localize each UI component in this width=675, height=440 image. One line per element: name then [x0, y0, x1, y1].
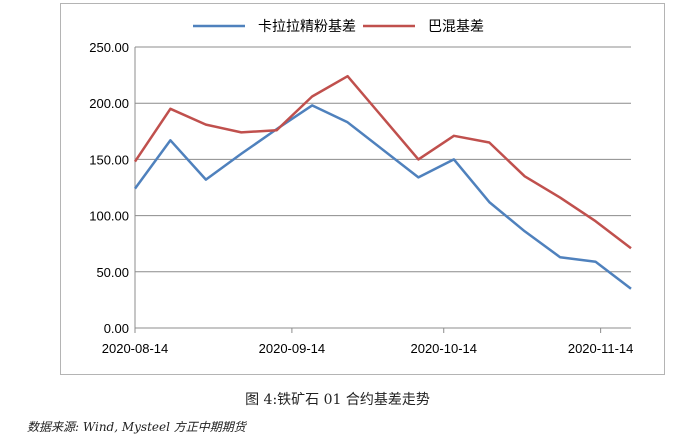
line-chart: 0.00 50.00 100.00 150.00 200.00 250.00 2020-08…: [89, 18, 634, 356]
chart-frame: 0.00 50.00 100.00 150.00 200.00 250.00 2020-08…: [60, 3, 665, 375]
data-source-note: 数据来源: Wind, Mysteel 方正中期期货: [27, 420, 246, 434]
x-tick-label: 2020-11-14: [568, 341, 634, 356]
y-tick-label: 0.00: [104, 321, 129, 336]
y-tick-label: 200.00: [89, 96, 129, 111]
series-line-1: [133, 104, 632, 290]
y-tick-label: 150.00: [89, 152, 129, 167]
x-tick-label: 2020-09-14: [259, 341, 326, 356]
y-tick-label: 50.00: [96, 265, 129, 280]
y-tick-label: 100.00: [89, 209, 129, 224]
series-line-2: [133, 74, 632, 250]
legend-label: 巴混基差: [428, 18, 484, 35]
figure-caption: 图 4:铁矿石 01 合约基差走势: [245, 392, 430, 408]
legend-label: 卡拉拉精粉基差: [258, 18, 356, 35]
y-tick-label: 250.00: [89, 40, 129, 55]
x-tick-label: 2020-10-14: [410, 341, 477, 356]
x-tick-label: 2020-08-14: [102, 341, 169, 356]
